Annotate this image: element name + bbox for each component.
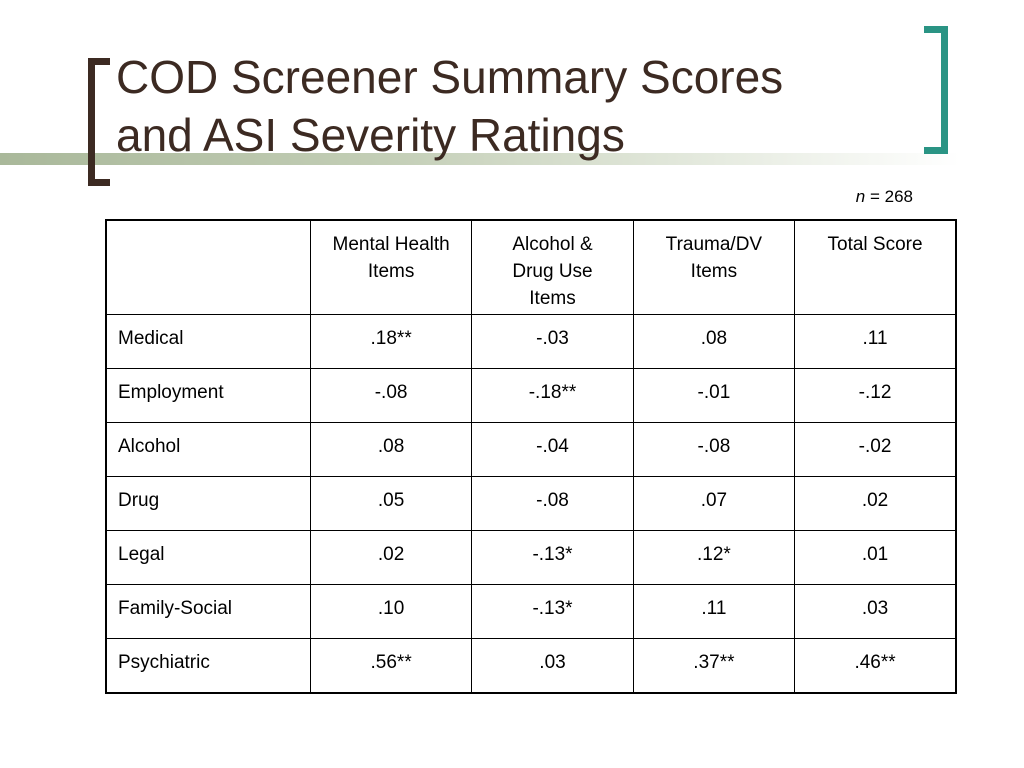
sample-size-value: = 268 <box>865 187 913 206</box>
column-header-line: Drug Use <box>512 261 593 282</box>
table-cell: .03 <box>794 584 957 639</box>
table-row: Legal .02 -.13* .12* .01 <box>105 530 957 585</box>
table-cell: .03 <box>471 638 634 694</box>
column-header: Alcohol & Drug Use Items <box>471 219 634 315</box>
slide-title-line-1: COD Screener Summary Scores <box>116 51 784 103</box>
table-cell: -.13* <box>471 530 634 585</box>
table-cell: .11 <box>632 584 796 639</box>
table-cell: -.02 <box>794 422 957 477</box>
slide-title: COD Screener Summary Scores and ASI Seve… <box>116 48 916 164</box>
row-label: Employment <box>105 368 311 423</box>
column-header <box>105 219 311 315</box>
table-body: Medical .18** -.03.08.11 Employment -.08 -.18… <box>105 314 957 694</box>
row-label: Legal <box>105 530 311 585</box>
column-header: Total Score <box>794 219 957 315</box>
correlation-table: Mental Health Items Alcohol & Drug Use Items… <box>105 219 957 694</box>
table-cell: .10 <box>309 584 473 639</box>
table-row: Psychiatric .56** .03.37** .46** <box>105 638 957 694</box>
row-label: Family-Social <box>105 584 311 639</box>
table-cell: .08 <box>632 314 796 369</box>
table-cell: .37** <box>632 638 796 694</box>
column-header-line: Alcohol & <box>512 234 593 255</box>
table-cell: .01 <box>794 530 957 585</box>
table-cell: .56** <box>309 638 473 694</box>
table-header-row: Mental Health Items Alcohol & Drug Use Items… <box>105 219 957 315</box>
table-row: Drug .05 -.08.07.02 <box>105 476 957 531</box>
table-row: Medical .18** -.03.08.11 <box>105 314 957 369</box>
column-header-line: Items <box>529 288 576 309</box>
table-cell: .18** <box>309 314 473 369</box>
table-cell: .08 <box>309 422 473 477</box>
table-cell: -.08 <box>309 368 473 423</box>
table-cell: -.18** <box>471 368 634 423</box>
table-row: Employment -.08 -.18** -.01 -.12 <box>105 368 957 423</box>
right-bracket-decoration <box>924 26 948 154</box>
table-cell: .07 <box>632 476 796 531</box>
table-cell: .02 <box>794 476 957 531</box>
column-header-line: Trauma/DV <box>665 234 763 255</box>
title-underline-accent <box>0 153 960 165</box>
column-header-line: Total Score <box>827 234 923 255</box>
table-cell: .05 <box>309 476 473 531</box>
slide-title-line-2: and ASI Severity Ratings <box>116 109 625 161</box>
row-label: Drug <box>105 476 311 531</box>
column-header-line: Items <box>367 261 415 282</box>
row-label: Psychiatric <box>105 638 311 694</box>
table-cell: -.08 <box>632 422 796 477</box>
table-row: Family-Social .10 -.13* .11.03 <box>105 584 957 639</box>
sample-size-variable: n <box>855 187 866 206</box>
table-cell: -.03 <box>471 314 634 369</box>
column-header-line: Items <box>690 261 738 282</box>
table-cell: -.08 <box>471 476 634 531</box>
row-label: Medical <box>105 314 311 369</box>
table-cell: -.01 <box>632 368 796 423</box>
left-bracket-decoration <box>88 58 110 186</box>
table-cell: .02 <box>309 530 473 585</box>
table-cell: -.12 <box>794 368 957 423</box>
table-row: Alcohol .08 -.04 -.08 -.02 <box>105 422 957 477</box>
table-cell: -.13* <box>471 584 634 639</box>
row-label: Alcohol <box>105 422 311 477</box>
column-header: Trauma/DV Items <box>632 219 796 315</box>
table-cell: .46** <box>794 638 957 694</box>
column-header: Mental Health Items <box>309 219 473 315</box>
table-cell: .12* <box>632 530 796 585</box>
table-cell: -.04 <box>471 422 634 477</box>
table-cell: .11 <box>794 314 957 369</box>
column-header-line: Mental Health <box>332 234 450 255</box>
sample-size-note: n = 268 <box>780 187 913 207</box>
